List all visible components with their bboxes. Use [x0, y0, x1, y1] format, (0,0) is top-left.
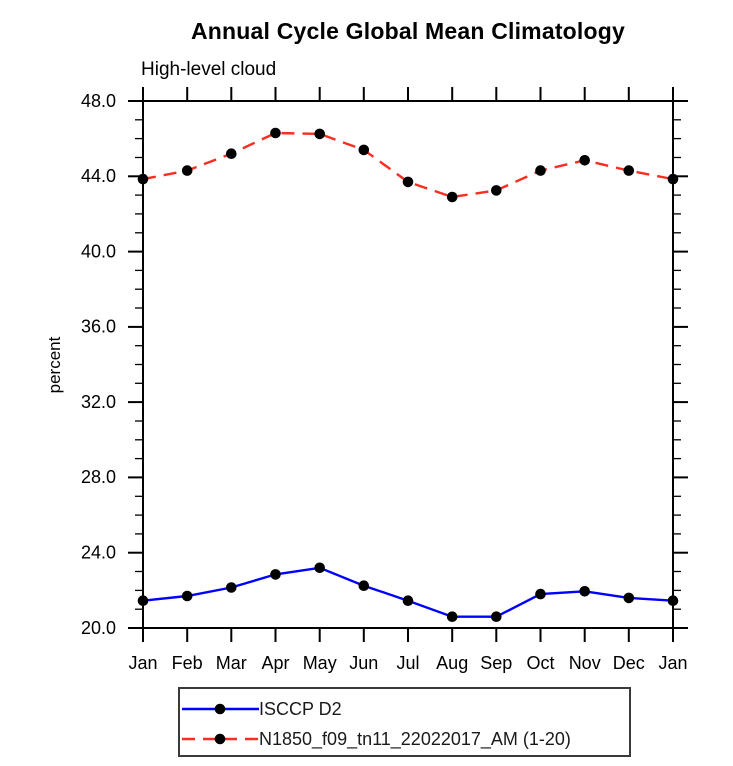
x-tick-label: Jul: [396, 653, 419, 673]
legend-marker-icon: [214, 703, 226, 715]
data-point-marker: [226, 582, 237, 593]
data-point-marker: [270, 569, 281, 580]
data-point-marker: [491, 611, 502, 622]
data-point-marker: [535, 588, 546, 600]
x-tick-label: Mar: [216, 653, 247, 673]
data-point-marker: [314, 562, 326, 574]
data-point-marker: [181, 590, 193, 602]
data-point-marker: [402, 176, 414, 188]
chart-title: Annual Cycle Global Mean Climatology: [190, 18, 626, 44]
legend-label: N1850_f09_tn11_22022017_AM (1-20): [259, 728, 571, 749]
legend-label: ISCCP D2: [259, 698, 342, 719]
x-tick-label: Feb: [172, 653, 203, 673]
x-tick-label: Oct: [526, 653, 554, 673]
legend-line-sample: [182, 733, 259, 745]
data-point-marker: [535, 165, 546, 176]
data-point-marker: [667, 595, 679, 606]
data-point-marker: [491, 185, 502, 196]
x-tick-label: Jan: [128, 653, 157, 673]
legend: ISCCP D2 N1850_f09_tn11_22022017_AM (1-20…: [178, 687, 631, 757]
legend-line-sample: [182, 703, 259, 715]
series-line-model: [142, 131, 674, 199]
x-tick-label: Apr: [261, 653, 289, 673]
x-tick-label: Jun: [349, 653, 378, 673]
series-line-isccp: [142, 566, 674, 618]
legend-item-model: N1850_f09_tn11_22022017_AM (1-20): [180, 724, 629, 754]
x-tick-label: Dec: [613, 653, 645, 673]
data-point-marker: [137, 173, 149, 185]
data-point-marker: [623, 165, 635, 176]
chart-subtitle: High-level cloud: [141, 59, 277, 80]
y-tick-label: 32.0: [81, 392, 116, 412]
data-point-marker: [446, 191, 458, 203]
legend-marker-icon: [214, 733, 226, 745]
x-tick-label: Sep: [480, 653, 512, 673]
y-tick-label: 24.0: [81, 542, 116, 562]
data-point-marker: [226, 148, 237, 159]
y-tick-label: 40.0: [81, 241, 116, 261]
y-tick-label: 48.0: [81, 91, 116, 111]
data-point-marker: [667, 173, 679, 185]
x-tick-label: Aug: [436, 653, 468, 673]
plot-frame: [142, 100, 674, 629]
y-tick-label: 36.0: [81, 317, 116, 337]
data-point-marker: [579, 155, 590, 166]
x-tick-label: Jan: [658, 653, 687, 673]
x-tick-label: May: [303, 653, 337, 673]
x-tick-label: Nov: [569, 653, 601, 673]
data-point-marker: [137, 595, 149, 606]
data-point-marker: [623, 592, 635, 604]
data-point-marker: [358, 144, 370, 156]
y-tick-label: 28.0: [81, 467, 116, 487]
data-point-marker: [314, 128, 326, 140]
data-point-marker: [358, 580, 370, 591]
y-tick-label: 20.0: [81, 618, 116, 638]
y-tick-label: 44.0: [81, 166, 116, 186]
data-point-marker: [270, 127, 281, 139]
data-point-marker: [579, 586, 590, 597]
data-point-marker: [446, 611, 458, 622]
legend-item-isccp: ISCCP D2: [180, 694, 629, 724]
data-point-marker: [181, 165, 193, 176]
data-point-marker: [402, 595, 414, 606]
